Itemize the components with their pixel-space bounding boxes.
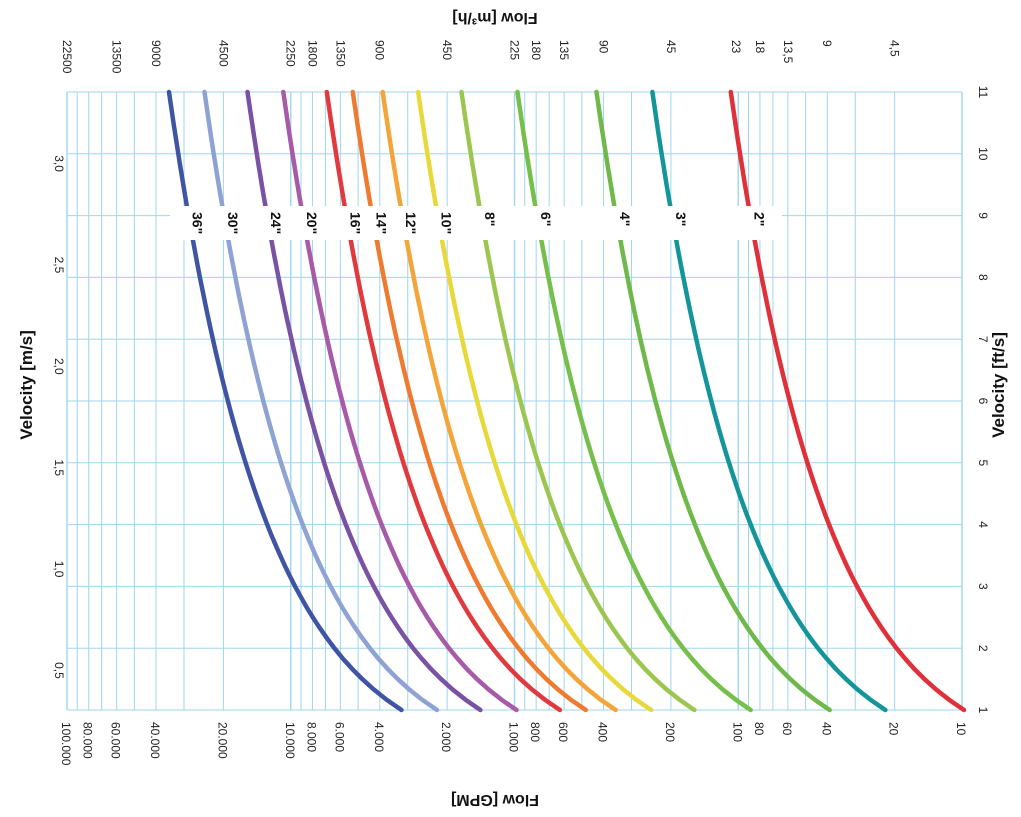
tick-m3h: 23 <box>729 40 743 54</box>
tick-m3h: 13500 <box>110 40 124 74</box>
tick-m3h: 9000 <box>149 40 163 67</box>
series-line-10in <box>415 89 654 713</box>
tick-gpm: 600 <box>556 722 570 742</box>
size-label-30in: 30" <box>225 212 241 234</box>
tick-gpm: 100.000 <box>59 722 73 766</box>
tick-fts: 5 <box>976 459 990 466</box>
size-label-8in: 8" <box>482 212 498 226</box>
tick-fts: 10 <box>976 147 990 161</box>
series-line-4in <box>594 89 832 713</box>
tick-gpm: 60 <box>780 722 794 736</box>
tick-ms: 2,0 <box>52 358 66 375</box>
tick-gpm: 60.000 <box>109 722 123 759</box>
tick-m3h: 45 <box>664 40 678 54</box>
series-line-3in <box>650 89 888 713</box>
tick-fts: 4 <box>976 521 990 528</box>
tick-m3h: 1350 <box>333 40 347 67</box>
flow-m3h-ticks: 22500 13500 9000 4500 2250 1800 1350 900 450 225 1… <box>60 40 902 74</box>
tick-gpm: 100 <box>730 722 744 742</box>
tick-m3h: 13,5 <box>781 40 795 64</box>
series-line-6in <box>515 89 753 713</box>
bottom-axis-title: Flow [GPM] <box>451 791 539 808</box>
size-label-16in: 16" <box>347 212 363 234</box>
tick-ms: 3,0 <box>52 155 66 172</box>
series-line-12in <box>380 89 618 713</box>
series-line-36in <box>166 89 404 713</box>
tick-gpm: 80.000 <box>81 722 95 759</box>
tick-gpm: 10.000 <box>283 722 297 759</box>
tick-m3h: 225 <box>507 40 521 60</box>
tick-fts: 11 <box>976 86 990 99</box>
size-labels: 36" 30" 24" 20" 16" 14" 12" 10" 8" 6" 4" 3" 2" <box>190 212 768 234</box>
tick-gpm: 20 <box>887 722 901 736</box>
size-label-10in: 10" <box>439 212 455 234</box>
tick-gpm: 40.000 <box>148 722 162 759</box>
tick-gpm: 20.000 <box>215 722 229 759</box>
size-label-3in: 3" <box>673 212 689 226</box>
series-curves <box>166 89 967 713</box>
tick-gpm: 1.000 <box>507 722 521 752</box>
tick-gpm: 10 <box>954 722 968 736</box>
size-label-36in: 36" <box>190 212 206 234</box>
tick-gpm: 2.000 <box>439 722 453 752</box>
tick-fts: 2 <box>976 645 990 652</box>
tick-ms: 0,5 <box>52 662 66 679</box>
tick-gpm: 400 <box>596 722 610 742</box>
tick-ms: 1,5 <box>52 459 66 476</box>
series-line-24in <box>245 89 483 713</box>
tick-m3h: 90 <box>596 40 610 54</box>
tick-gpm: 800 <box>528 722 542 742</box>
tick-gpm: 200 <box>663 722 677 742</box>
series-line-30in <box>202 89 440 713</box>
tick-m3h: 22500 <box>60 40 74 74</box>
tick-gpm: 80 <box>752 722 766 736</box>
tick-m3h: 2250 <box>284 40 298 67</box>
tick-fts: 7 <box>976 336 990 343</box>
tick-m3h: 18 <box>753 40 767 54</box>
size-label-24in: 24" <box>268 212 284 234</box>
velocity-ms-ticks: 0,5 1,0 1,5 2,0 2,5 3,0 <box>52 155 66 679</box>
tick-m3h: 180 <box>529 40 543 60</box>
tick-m3h: 135 <box>557 40 571 60</box>
size-label-2in: 2" <box>751 212 767 226</box>
size-label-4in: 4" <box>617 212 633 226</box>
tick-fts: 6 <box>976 398 990 405</box>
tick-m3h: 450 <box>440 40 454 60</box>
top-axis-title: Flow [m³/h] <box>452 9 537 26</box>
tick-m3h: 4,5 <box>888 40 902 57</box>
size-label-6in: 6" <box>538 212 554 226</box>
tick-m3h: 4500 <box>216 40 230 67</box>
tick-gpm: 8.000 <box>304 722 318 752</box>
right-axis-title: Velocity [ft/s] <box>989 332 1008 438</box>
size-label-band <box>170 206 782 240</box>
tick-ms: 1,0 <box>52 561 66 578</box>
tick-fts: 3 <box>976 583 990 590</box>
tick-fts: 1 <box>976 707 990 714</box>
series-line-14in <box>350 89 589 713</box>
series-line-8in <box>459 89 697 713</box>
series-line-20in <box>281 89 519 713</box>
left-axis-title: Velocity [m/s] <box>17 330 36 440</box>
size-label-14in: 14" <box>373 212 389 234</box>
flow-gpm-ticks: 100.000 80.000 60.000 40.000 20.000 10.000 8.0… <box>59 722 968 766</box>
tick-ms: 2,5 <box>52 257 66 274</box>
velocity-fts-ticks: 1 2 3 4 5 6 7 8 9 10 11 <box>976 86 990 714</box>
tick-m3h: 1800 <box>305 40 319 67</box>
series-line-2in <box>728 89 967 713</box>
tick-gpm: 40 <box>819 722 833 736</box>
tick-gpm: 6.000 <box>332 722 346 752</box>
tick-m3h: 9 <box>820 40 834 47</box>
tick-gpm: 4.000 <box>372 722 386 752</box>
tick-m3h: 900 <box>373 40 387 60</box>
tick-fts: 8 <box>976 274 990 281</box>
size-label-12in: 12" <box>403 212 419 234</box>
size-label-20in: 20" <box>304 212 320 234</box>
tick-fts: 9 <box>976 212 990 219</box>
series-line-16in <box>324 89 563 713</box>
